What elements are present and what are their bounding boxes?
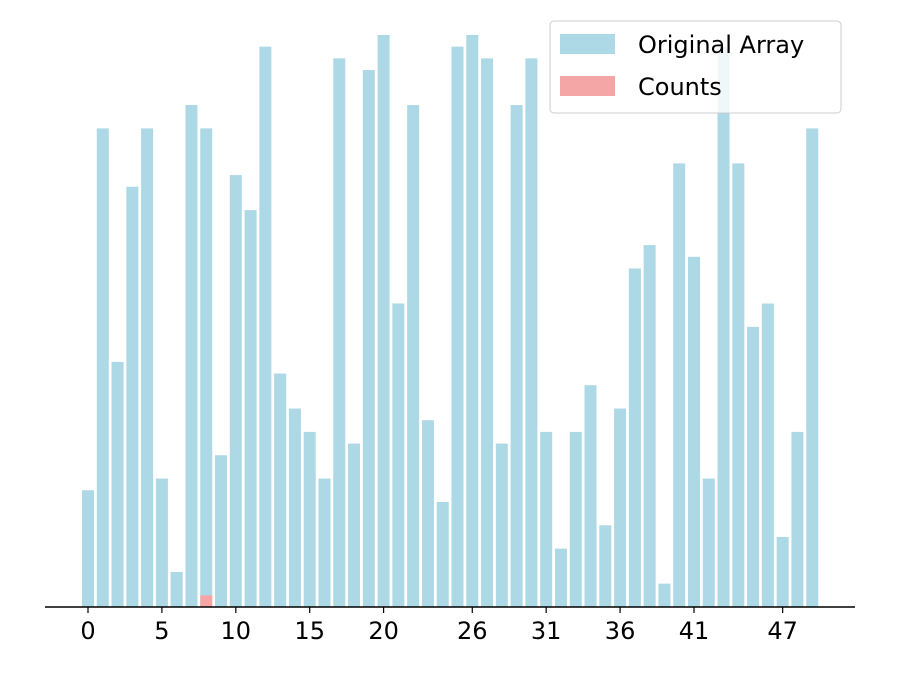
legend-swatch-original-array xyxy=(560,34,615,54)
x-tick-label-5: 5 xyxy=(154,617,169,645)
legend-label-counts: Counts xyxy=(638,73,722,101)
original-array-bar-10 xyxy=(229,175,242,607)
original-array-bar-47 xyxy=(776,536,789,607)
x-tick-label-26: 26 xyxy=(457,617,488,645)
x-tick-label-36: 36 xyxy=(605,617,636,645)
original-array-bar-26 xyxy=(466,35,479,607)
legend-swatch-counts xyxy=(560,76,615,96)
original-array-bar-18 xyxy=(348,443,361,607)
original-array-bar-13 xyxy=(274,373,287,607)
original-array-bar-45 xyxy=(747,326,760,607)
original-array-bar-38 xyxy=(643,245,656,607)
original-array-bar-44 xyxy=(732,163,745,607)
original-array-bar-21 xyxy=(392,303,405,607)
original-array-bar-19 xyxy=(362,70,375,607)
x-tick-label-15: 15 xyxy=(294,617,325,645)
original-array-bar-43 xyxy=(717,46,730,608)
legend-label-original-array: Original Array xyxy=(638,31,804,59)
x-tick-label-20: 20 xyxy=(368,617,399,645)
x-tick-label-10: 10 xyxy=(221,617,252,645)
original-array-bar-32 xyxy=(554,548,567,607)
original-array-bar-27 xyxy=(481,58,494,608)
original-array-bar-28 xyxy=(495,443,508,607)
original-array-bar-7 xyxy=(185,105,198,607)
original-array-bar-24 xyxy=(436,501,449,607)
legend-box xyxy=(549,20,842,114)
original-array-bar-23 xyxy=(421,420,434,607)
original-array-bar-14 xyxy=(288,408,301,607)
original-array-bar-31 xyxy=(540,431,553,607)
original-array-bar-16 xyxy=(318,478,331,607)
original-array-bar-48 xyxy=(791,431,804,607)
original-array-bar-41 xyxy=(687,256,700,607)
counts-bar-8 xyxy=(200,595,213,607)
original-array-bar-1 xyxy=(96,128,109,607)
original-array-bar-37 xyxy=(628,268,641,607)
original-array-bar-34 xyxy=(584,385,597,607)
original-array-bar-42 xyxy=(702,478,715,607)
original-array-bar-15 xyxy=(303,431,316,607)
original-array-bar-2 xyxy=(111,361,124,607)
x-tick-label-0: 0 xyxy=(80,617,95,645)
legend: Original Array Counts xyxy=(549,20,842,114)
counts-series xyxy=(200,595,213,607)
x-axis-ticks: 0 5 10 15 20 26 31 36 41 47 xyxy=(80,607,798,645)
x-tick-label-47: 47 xyxy=(767,617,798,645)
original-array-bar-3 xyxy=(126,186,139,607)
original-array-bar-8 xyxy=(200,128,213,607)
original-array-bar-11 xyxy=(244,210,257,607)
original-array-bar-33 xyxy=(569,431,582,607)
original-array-bar-49 xyxy=(806,128,819,607)
original-array-bar-17 xyxy=(333,58,346,608)
original-array-bar-35 xyxy=(599,525,612,607)
original-array-bar-4 xyxy=(141,128,154,607)
original-array-bar-22 xyxy=(407,105,420,607)
original-array-bar-9 xyxy=(215,455,228,607)
original-array-bar-30 xyxy=(525,58,538,608)
original-array-bar-20 xyxy=(377,35,390,607)
original-array-bar-25 xyxy=(451,46,464,608)
original-array-bar-12 xyxy=(259,46,272,608)
original-array-series xyxy=(82,35,819,608)
original-array-bar-36 xyxy=(614,408,627,607)
x-tick-label-41: 41 xyxy=(679,617,710,645)
original-array-bar-40 xyxy=(673,163,686,607)
original-array-bar-0 xyxy=(82,490,94,607)
original-array-bar-6 xyxy=(170,571,183,607)
original-array-bar-46 xyxy=(761,303,774,607)
x-tick-label-31: 31 xyxy=(531,617,562,645)
original-array-bar-5 xyxy=(155,478,168,607)
original-array-bar-39 xyxy=(658,583,671,607)
original-array-bar-29 xyxy=(510,105,523,607)
